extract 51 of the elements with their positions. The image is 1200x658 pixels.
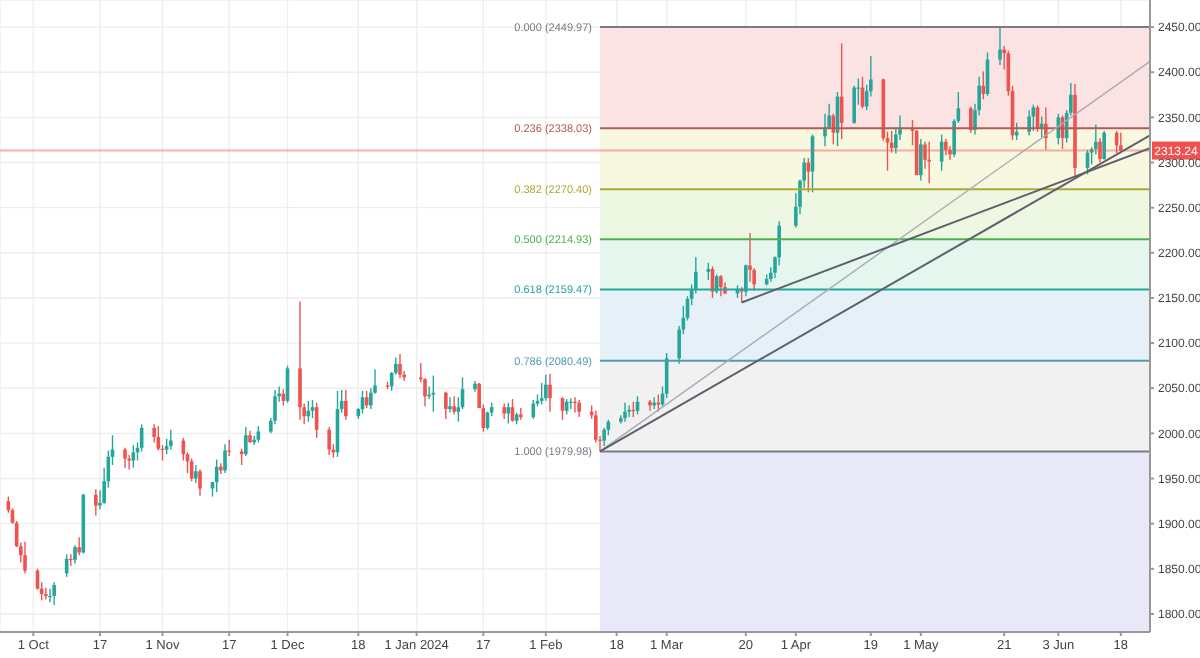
candlestick	[539, 382, 544, 406]
candlestick	[1094, 123, 1098, 156]
candlestick	[1102, 130, 1106, 161]
candlestick	[1119, 132, 1123, 152]
candlestick	[198, 468, 202, 497]
candlestick	[448, 396, 452, 414]
candlestick	[506, 401, 511, 425]
candlestick	[223, 443, 227, 474]
candlestick	[719, 274, 723, 297]
candlestick	[519, 407, 523, 421]
candlestick	[227, 438, 231, 457]
candlestick	[52, 581, 56, 606]
candlestick	[969, 105, 973, 134]
candlestick	[48, 587, 52, 603]
candlestick	[298, 300, 302, 421]
candlestick	[152, 423, 156, 444]
candlestick	[310, 399, 315, 419]
candlestick	[123, 447, 127, 469]
candlestick	[219, 462, 223, 475]
candlestick	[627, 404, 631, 418]
candlestick	[69, 553, 73, 567]
candlestick	[573, 396, 577, 414]
candlestick	[327, 426, 331, 456]
candlestick	[273, 389, 277, 426]
candlestick	[594, 410, 598, 444]
candlestick	[452, 395, 456, 416]
candlestick	[602, 427, 606, 447]
candlestick	[927, 141, 931, 184]
candlestick	[548, 373, 552, 413]
candlestick	[244, 426, 248, 457]
candlestick	[344, 389, 348, 421]
candlestick	[1098, 137, 1102, 164]
candlestick	[73, 544, 77, 565]
candlestick	[544, 373, 548, 402]
candlestick	[919, 138, 923, 182]
candlestick	[194, 464, 198, 484]
candlestick	[648, 399, 652, 412]
candlestick	[94, 488, 98, 517]
candlestick	[852, 85, 856, 125]
candlestick	[23, 541, 27, 575]
candlestick	[748, 232, 752, 283]
candlestick	[623, 401, 627, 423]
candlestick	[948, 145, 952, 161]
candlestick	[998, 26, 1002, 66]
candlestick	[77, 536, 81, 556]
candlestick	[569, 397, 573, 410]
candlestick	[169, 429, 173, 451]
candlestick	[44, 587, 48, 601]
candlestick	[1027, 109, 1031, 137]
candlestick	[398, 353, 402, 379]
candlestick	[444, 391, 448, 420]
